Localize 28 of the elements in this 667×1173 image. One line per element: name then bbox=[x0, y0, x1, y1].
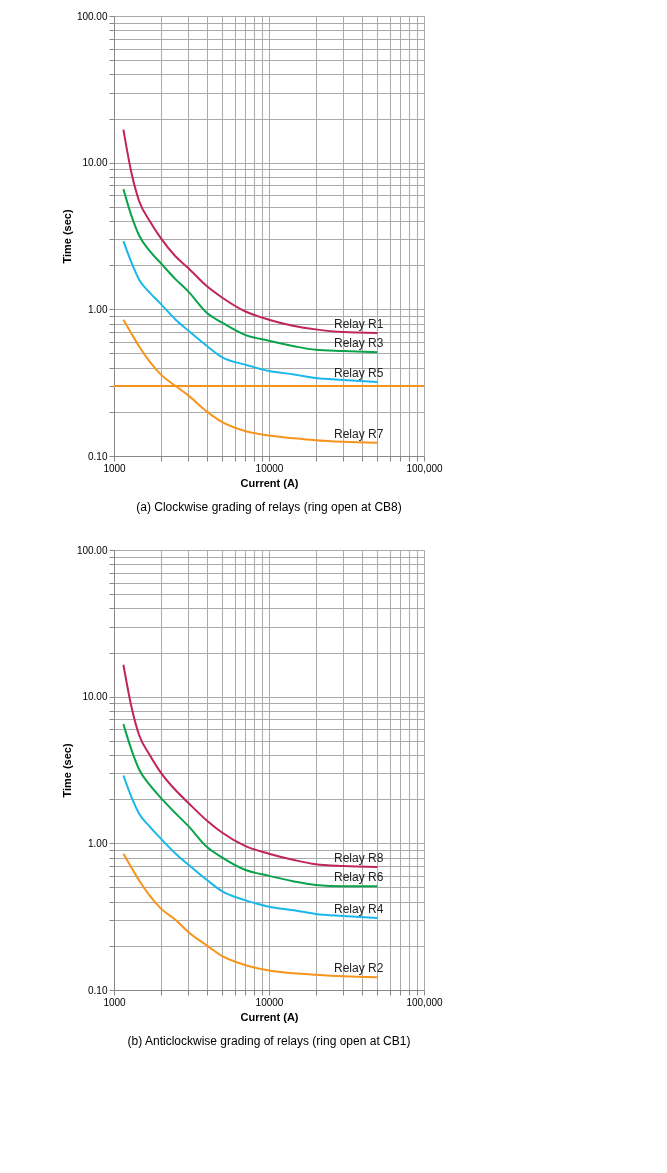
series-label: Relay R3 bbox=[333, 336, 384, 351]
x-tick-label: 100,000 bbox=[406, 462, 444, 474]
text: (a) Clockwise grading of relays (ring open at CB8) bbox=[136, 500, 402, 514]
y-tick-label: 10.00 bbox=[82, 157, 108, 169]
series-label: Relay R6 bbox=[333, 870, 384, 885]
y-tick-label: 10.00 bbox=[82, 691, 108, 703]
x-tick-label: 1000 bbox=[103, 462, 127, 474]
y-tick-label: 1.00 bbox=[88, 303, 108, 315]
series-label: Relay R4 bbox=[333, 901, 384, 916]
series-label: Relay R2 bbox=[333, 961, 384, 976]
y-tick-label: 100.00 bbox=[76, 544, 108, 556]
series-label: Relay R5 bbox=[333, 365, 384, 380]
series-label: Relay R8 bbox=[333, 850, 384, 865]
y-tick-label: 100.00 bbox=[76, 10, 108, 22]
text: (b) Anticlockwise grading of relays (ring open at CB1) bbox=[127, 1034, 411, 1048]
y-axis-title: Time (sec) bbox=[60, 209, 73, 264]
series-label: Relay R1 bbox=[333, 316, 384, 331]
y-tick-label: 0.10 bbox=[88, 984, 108, 996]
x-tick-label: 10000 bbox=[255, 462, 284, 474]
y-tick-label: 1.00 bbox=[88, 837, 108, 849]
x-axis-title: Current (A) bbox=[240, 1010, 299, 1023]
x-tick-label: 100,000 bbox=[406, 996, 444, 1008]
x-axis-title: Current (A) bbox=[240, 476, 299, 489]
y-axis-title: Time (sec) bbox=[60, 743, 73, 798]
x-tick-label: 1000 bbox=[103, 996, 127, 1008]
y-tick-label: 0.10 bbox=[88, 450, 108, 462]
series-label: Relay R7 bbox=[333, 426, 384, 441]
x-tick-label: 10000 bbox=[255, 996, 284, 1008]
